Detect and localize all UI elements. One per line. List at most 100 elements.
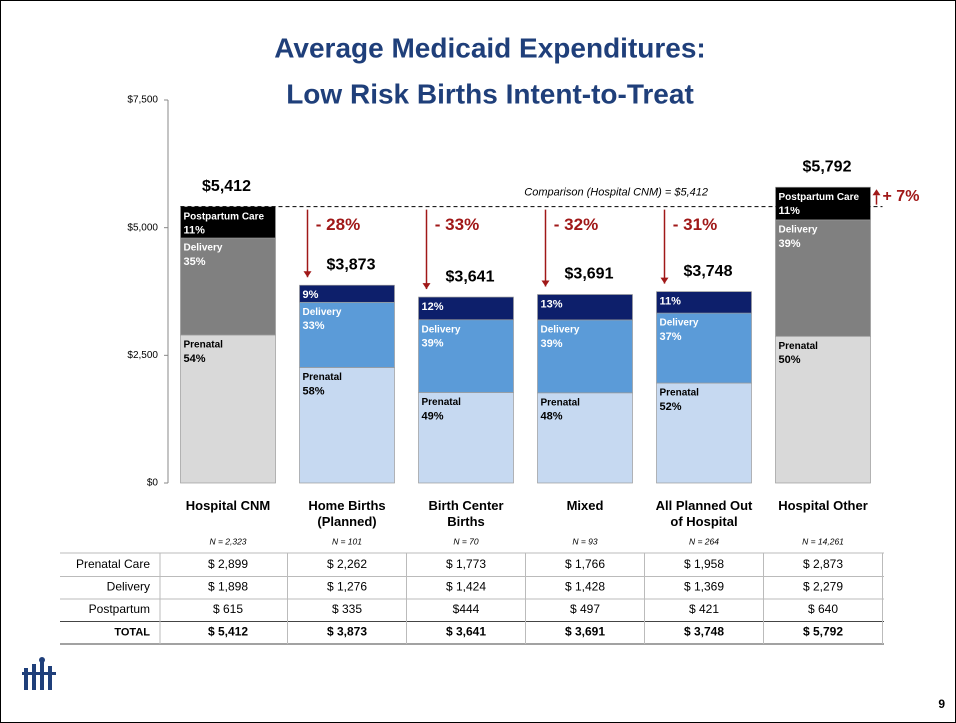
- segment-name: Prenatal: [184, 340, 224, 351]
- change-arrowhead: [660, 277, 669, 284]
- table-cell: $ 1,958: [684, 557, 724, 571]
- segment-share: 54%: [184, 353, 206, 365]
- total-label: $5,412: [202, 178, 251, 195]
- y-tick-label: $2,500: [127, 350, 158, 361]
- segment-name: Delivery: [422, 324, 461, 335]
- sample-size: N = 101: [332, 536, 362, 546]
- table-cell: $ 335: [332, 602, 362, 616]
- change-label: - 31%: [673, 215, 717, 234]
- segment-name: Delivery: [779, 225, 818, 236]
- chart-title: Low Risk Births Intent-to-Treat: [286, 78, 694, 109]
- segment-share: 11%: [660, 296, 682, 308]
- x-tick-label: Home Births (Planned): [308, 498, 386, 529]
- segment-share: 12%: [422, 301, 444, 313]
- x-tick-label: All Planned Out of Hospital: [655, 498, 753, 529]
- table-cell: $ 615: [213, 602, 243, 616]
- table-cell: $ 2,899: [208, 557, 248, 571]
- segment-share: 35%: [184, 256, 206, 268]
- change-label: - 28%: [316, 215, 360, 234]
- bar-segment: [775, 186, 871, 221]
- table-cell: $ 1,766: [565, 557, 605, 571]
- table-cell: $ 3,873: [327, 625, 367, 639]
- bar-segment: [656, 291, 752, 314]
- segment-name: Prenatal: [422, 397, 462, 408]
- segment-share: 39%: [779, 238, 801, 250]
- table-cell: $ 1,276: [327, 580, 367, 594]
- sample-size: N = 70: [453, 536, 479, 546]
- segment-share: 39%: [422, 338, 444, 350]
- table-cell: $ 421: [689, 602, 719, 616]
- table-cell: $ 1,428: [565, 580, 605, 594]
- table-cell: $ 1,898: [208, 580, 248, 594]
- table-row-label: TOTAL: [114, 626, 150, 638]
- total-label: $3,691: [565, 266, 614, 283]
- table-row-label: Postpartum: [89, 602, 150, 616]
- segment-share: 52%: [660, 401, 682, 413]
- comparison-label: Comparison (Hospital CNM) = $5,412: [524, 187, 708, 199]
- segment-share: 11%: [779, 205, 801, 217]
- table-cell: $444: [453, 602, 480, 616]
- segment-share: 39%: [541, 338, 563, 350]
- bar-segment: [775, 335, 871, 484]
- x-tick-label: Hospital Other: [778, 498, 868, 513]
- sample-size: N = 93: [572, 536, 598, 546]
- table-cell: $ 5,792: [803, 625, 843, 639]
- bar-segment: [418, 319, 514, 393]
- change-arrowhead: [872, 189, 881, 196]
- bar-segment: [299, 301, 395, 368]
- table-cell: $ 2,279: [803, 580, 843, 594]
- segment-name: Delivery: [303, 307, 342, 318]
- segment-share: 58%: [303, 385, 325, 397]
- segment-name: Delivery: [541, 325, 580, 336]
- segment-share: 50%: [779, 354, 801, 366]
- table-cell: $ 3,691: [565, 625, 605, 639]
- segment-name: Delivery: [660, 318, 699, 329]
- change-arrowhead: [541, 280, 550, 287]
- bar-segment: [775, 219, 871, 337]
- y-tick-label: $7,500: [127, 95, 158, 106]
- total-label: $3,873: [327, 256, 376, 273]
- sample-size: N = 264: [689, 536, 719, 546]
- segment-name: Prenatal: [779, 341, 819, 352]
- bar-segment: [299, 284, 395, 303]
- segment-share: 11%: [184, 225, 206, 237]
- segment-name: Postpartum Care: [779, 192, 860, 203]
- bar-segment: [656, 382, 752, 484]
- segment-name: Delivery: [184, 243, 223, 254]
- table-cell: $ 497: [570, 602, 600, 616]
- table-cell: $ 3,748: [684, 625, 724, 639]
- sample-size: N = 14,261: [802, 536, 844, 546]
- table-row-label: Delivery: [107, 580, 150, 594]
- table-cell: $ 1,773: [446, 557, 486, 571]
- segment-name: Prenatal: [660, 388, 700, 399]
- change-label: - 33%: [435, 215, 479, 234]
- segment-name: Prenatal: [541, 397, 581, 408]
- table-row-label: Prenatal Care: [76, 557, 150, 571]
- bar-segment: [418, 296, 514, 321]
- change-label: - 32%: [554, 215, 598, 234]
- bar-segment: [180, 206, 276, 239]
- y-tick-label: $0: [147, 478, 159, 489]
- total-label: $3,748: [684, 263, 733, 280]
- x-tick-label: Birth Center Births: [428, 498, 504, 529]
- table-cell: $ 640: [808, 602, 838, 616]
- table-cell: $ 1,369: [684, 580, 724, 594]
- bar-segment: [537, 319, 633, 394]
- logo: [22, 657, 56, 690]
- segment-share: 33%: [303, 320, 325, 332]
- sample-size: N = 2,323: [209, 536, 246, 546]
- y-tick-label: $5,000: [127, 222, 158, 233]
- segment-share: 13%: [541, 298, 563, 310]
- table-cell: $ 3,641: [446, 625, 486, 639]
- segment-share: 49%: [422, 410, 444, 422]
- segment-share: 9%: [303, 289, 319, 301]
- x-tick-label: Hospital CNM: [185, 498, 271, 513]
- change-label: + 7%: [883, 188, 920, 205]
- chart-title: Average Medicaid Expenditures:: [274, 32, 706, 63]
- bar-segment: [418, 392, 514, 484]
- segment-name: Prenatal: [303, 372, 343, 383]
- segment-share: 48%: [541, 411, 563, 423]
- segment-name: Postpartum Care: [184, 211, 265, 222]
